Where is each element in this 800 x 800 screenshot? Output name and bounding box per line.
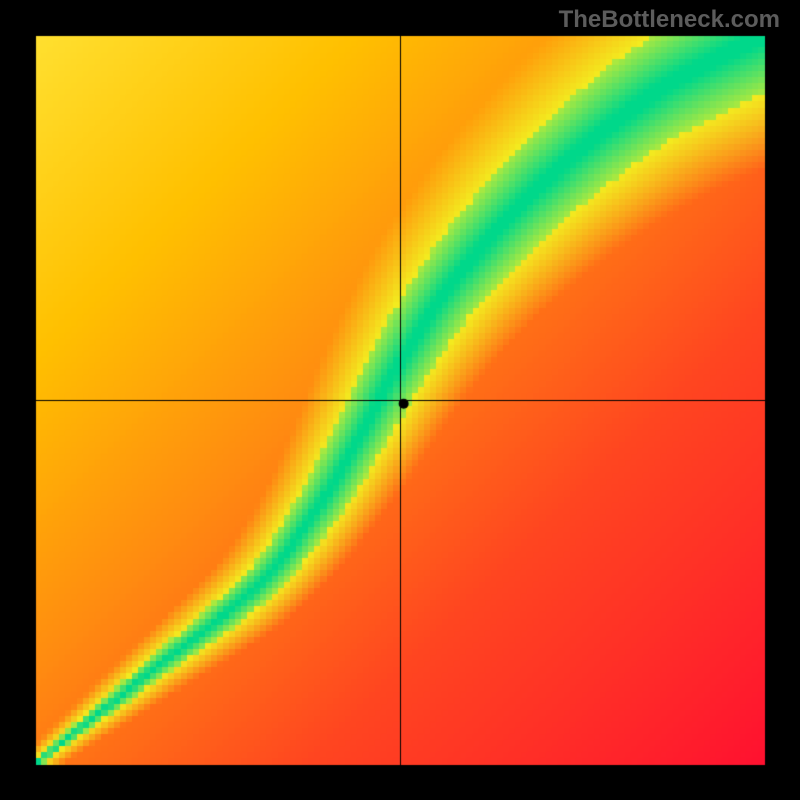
chart-container: TheBottleneck.com	[0, 0, 800, 800]
bottleneck-heatmap	[0, 0, 800, 800]
watermark-text: TheBottleneck.com	[559, 6, 780, 34]
